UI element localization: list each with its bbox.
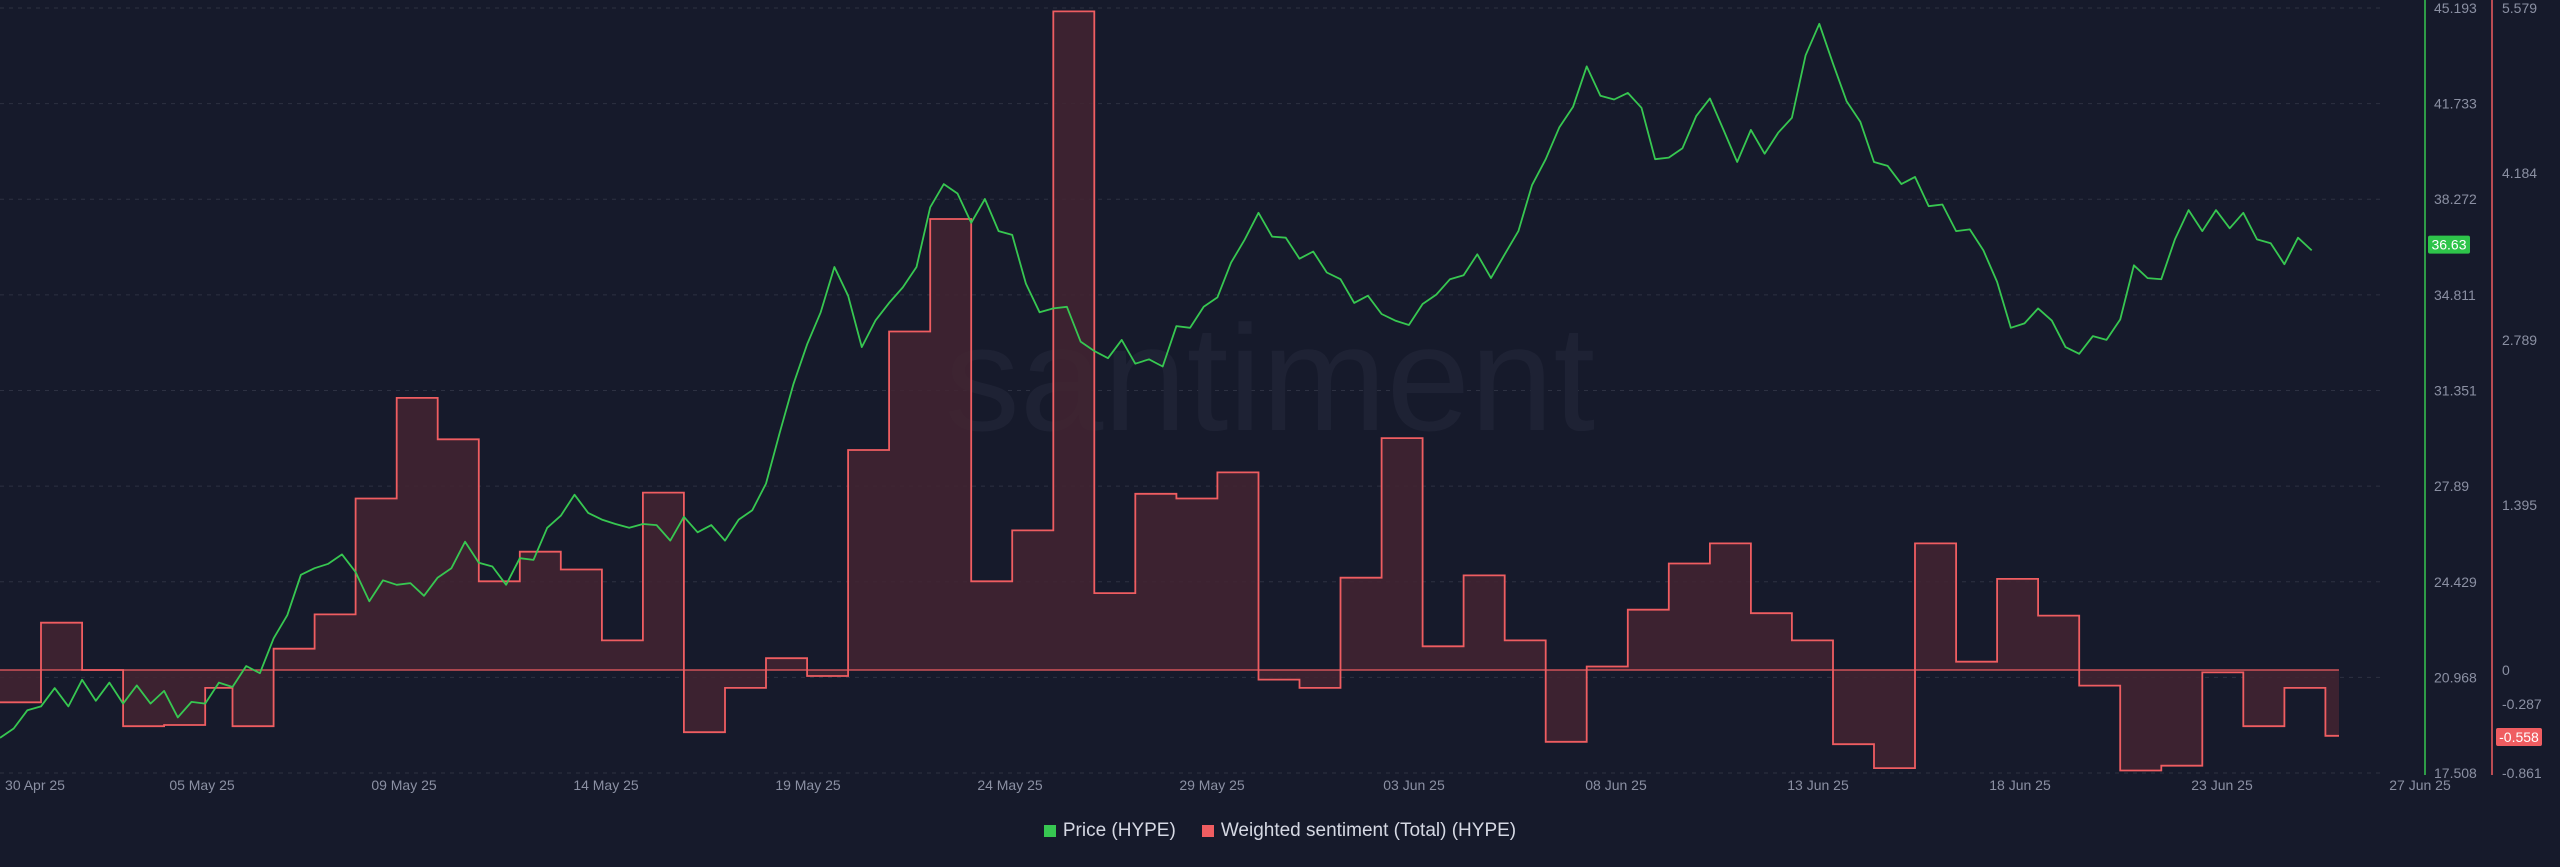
sentiment-tick-label: 0	[2502, 662, 2510, 678]
x-tick-label: 05 May 25	[169, 777, 235, 793]
price-current-badge	[2428, 235, 2470, 254]
legend: Price (HYPE) Weighted sentiment (Total) …	[0, 820, 2560, 842]
legend-item-price[interactable]: Price (HYPE)	[1043, 820, 1176, 842]
price-tick-label: 17.508	[2434, 765, 2477, 781]
x-tick-label: 24 May 25	[977, 777, 1043, 793]
x-tick-label: 13 Jun 25	[1787, 777, 1849, 793]
watermark: santiment	[945, 294, 1595, 462]
price-tick-label: 41.733	[2434, 96, 2477, 112]
x-tick-label: 18 Jun 25	[1989, 777, 2051, 793]
x-tick-label: 29 May 25	[1179, 777, 1245, 793]
legend-price-label: Price (HYPE)	[1062, 820, 1176, 841]
sentiment-swatch	[1201, 825, 1214, 837]
price-tick-label: 45.193	[2434, 0, 2477, 16]
x-tick-label: 23 Jun 25	[2191, 777, 2253, 793]
sentiment-tick-label: 1.395	[2502, 497, 2537, 513]
sentiment-line	[0, 10, 2339, 772]
legend-item-sentiment[interactable]: Weighted sentiment (Total) (HYPE)	[1201, 820, 1517, 842]
legend-sentiment-label: Weighted sentiment (Total) (HYPE)	[1220, 820, 1517, 841]
x-tick-label: 08 Jun 25	[1585, 777, 1647, 793]
sentiment-tick-label: 5.579	[2502, 0, 2537, 16]
price-tick-label: 20.968	[2434, 669, 2477, 685]
x-tick-label: 27 Jun 25	[2389, 777, 2451, 793]
sentiment-layer	[0, 10, 2339, 772]
sentiment-tick-label: -0.287	[2502, 696, 2542, 712]
sentiment-area	[0, 11, 2339, 771]
sentiment-current-badge	[2496, 728, 2542, 746]
price-swatch	[1043, 825, 1056, 837]
x-tick-label: 30 Apr 25	[5, 777, 65, 793]
price-tick-label: 31.351	[2434, 383, 2477, 399]
sentiment-tick-label: 4.184	[2502, 165, 2537, 181]
price-line	[0, 22, 2313, 739]
x-tick-label: 03 Jun 25	[1383, 777, 1445, 793]
price-current-label: 36.63	[2431, 237, 2466, 253]
price-tick-label: 24.429	[2434, 574, 2477, 590]
x-tick-label: 19 May 25	[775, 777, 841, 793]
sentiment-current-label: -0.558	[2499, 729, 2539, 745]
sentiment-tick-label: -0.861	[2502, 765, 2542, 781]
price-tick-label: 38.272	[2434, 191, 2477, 207]
sentiment-tick-label: 2.789	[2502, 332, 2537, 348]
price-tick-label: 34.811	[2434, 287, 2476, 303]
price-layer	[0, 22, 2313, 739]
axis-layer: 45.193 41.733 38.272 34.811 31.351 27.89 24.42…	[5, 0, 2542, 793]
price-tick-label: 27.89	[2434, 478, 2469, 494]
x-tick-label: 09 May 25	[371, 777, 437, 793]
x-tick-label: 14 May 25	[573, 777, 639, 793]
